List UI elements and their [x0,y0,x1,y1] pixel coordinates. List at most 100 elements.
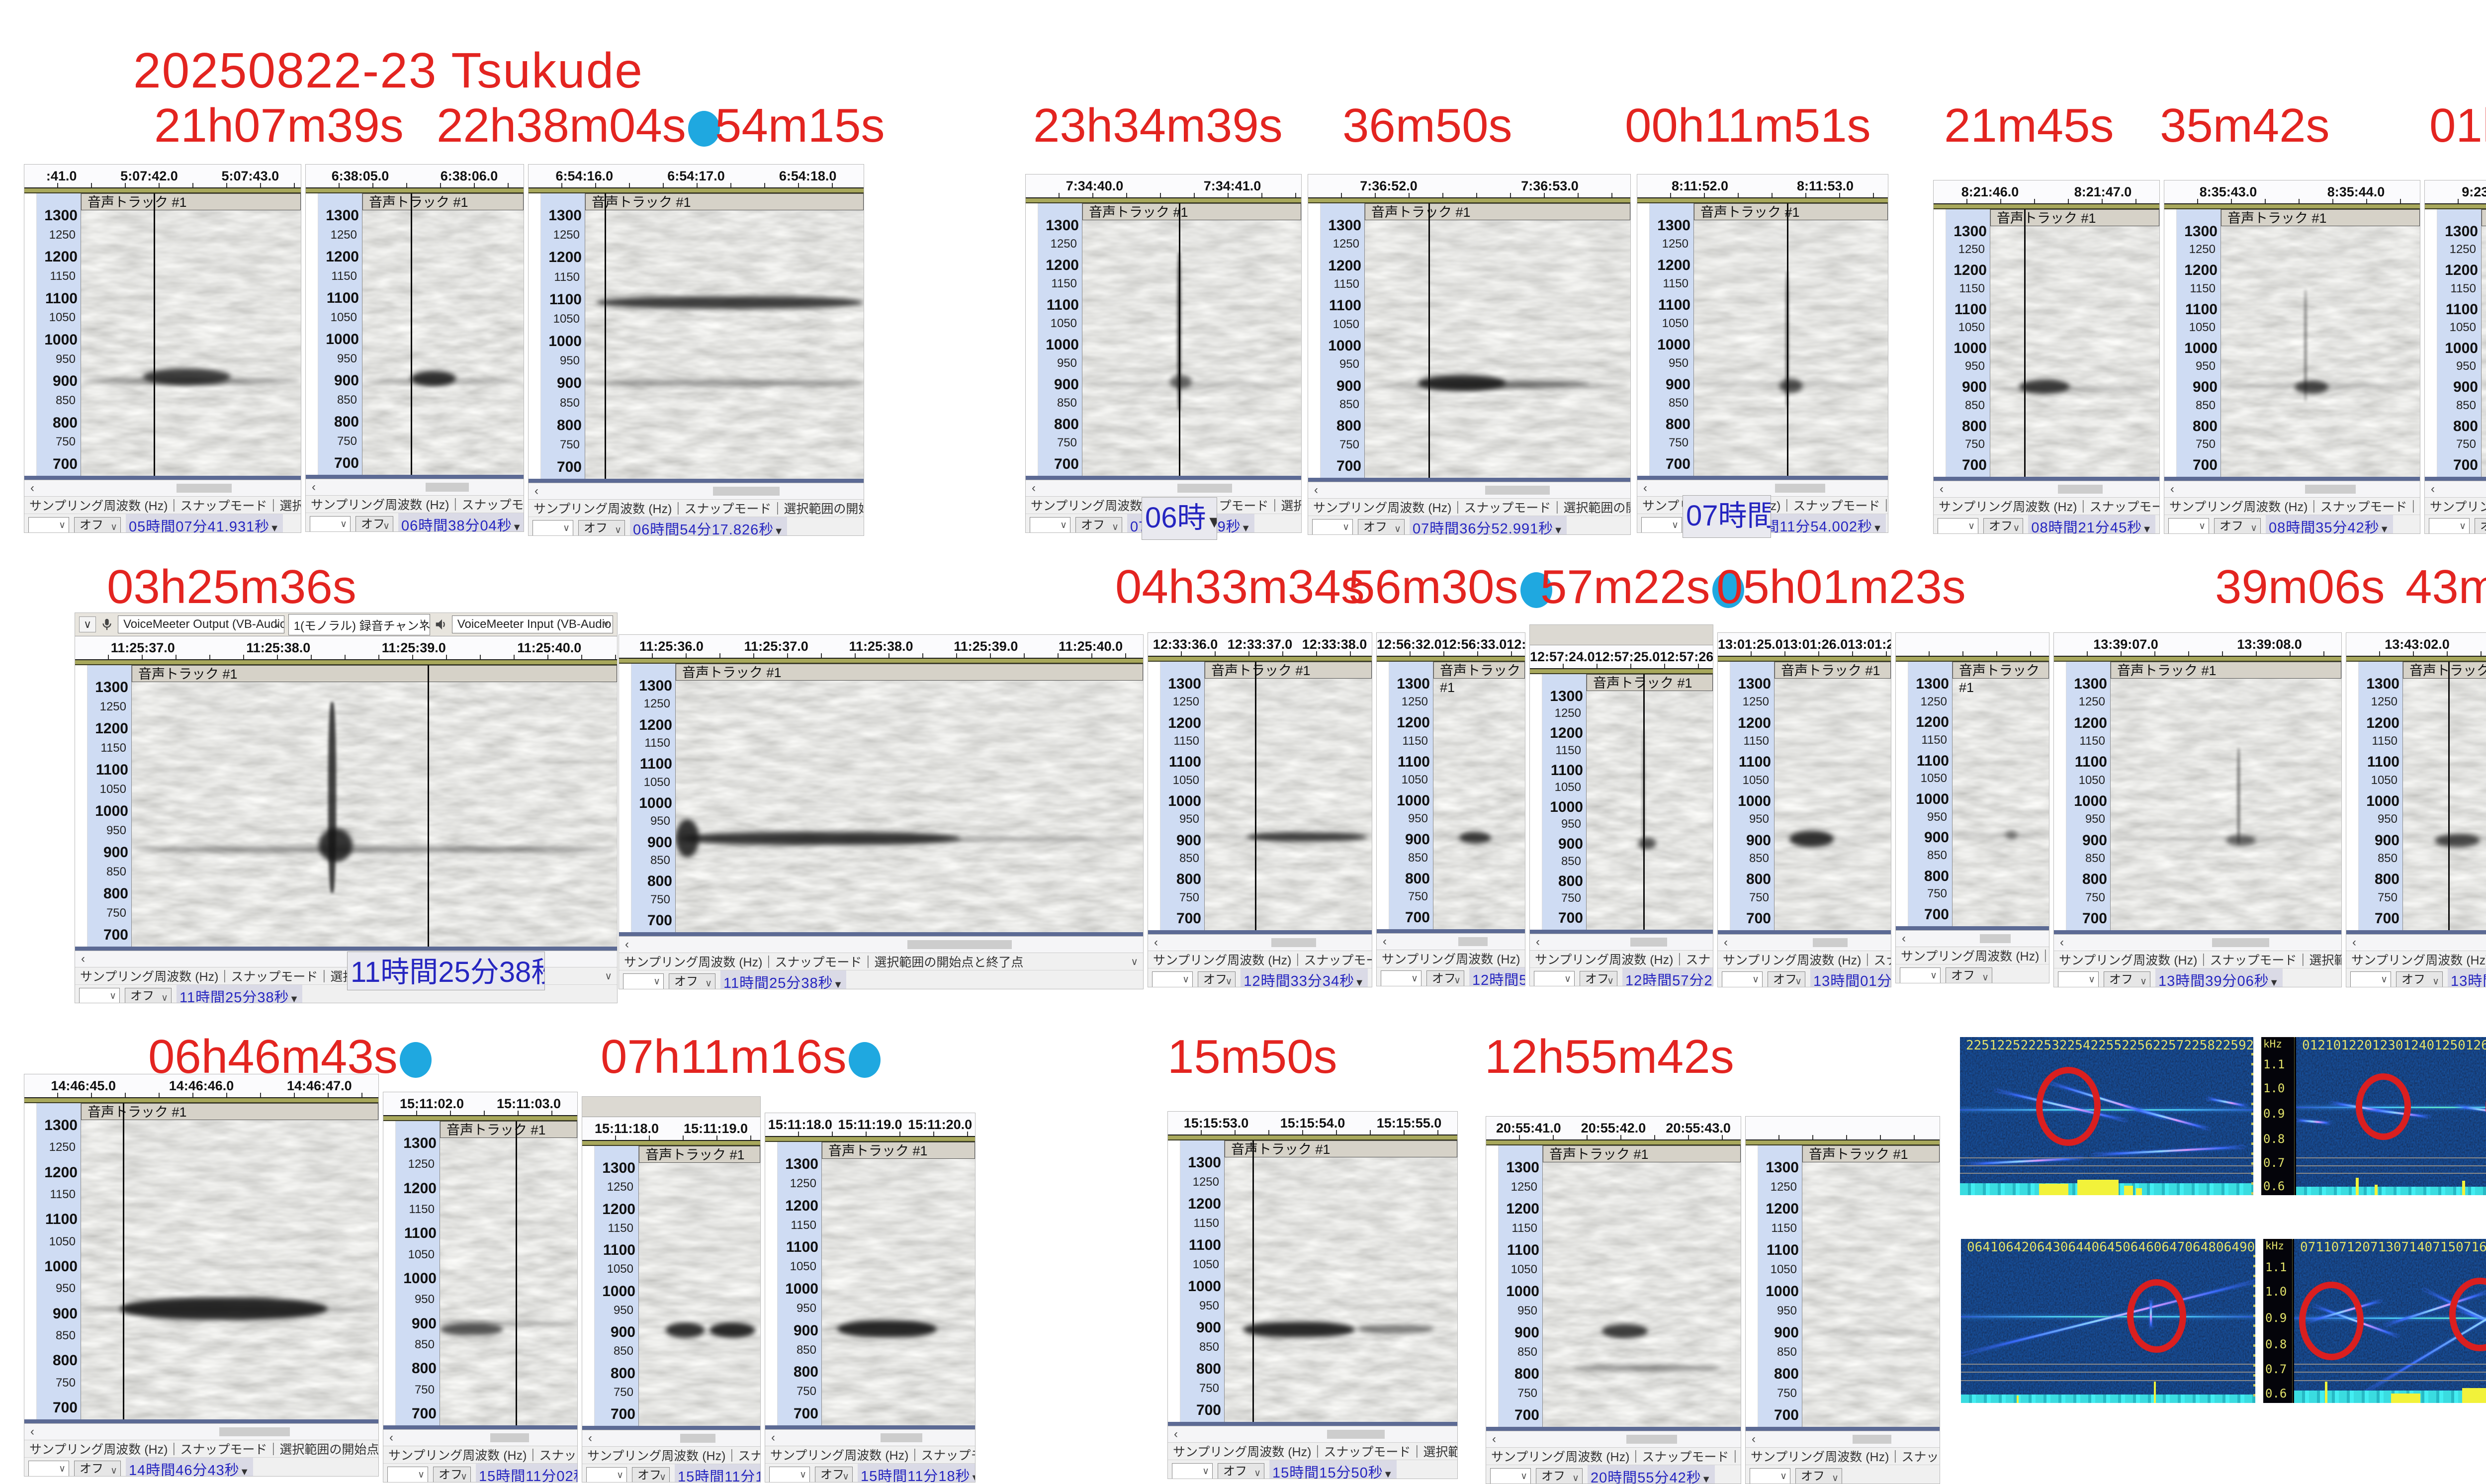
selection-time-field[interactable]: 14時間46分43秒▼ [126,1458,253,1476]
selection-time-field[interactable]: 13時間39分06秒▼ [2155,968,2283,987]
scroll-left-arrow[interactable]: ‹ [30,1425,34,1438]
sampling-rate-combo[interactable]: ∨ [586,1467,627,1482]
selection-time-field[interactable]: 13時間43分01秒▼ [2448,968,2486,987]
snap-mode-combo[interactable]: オフ∨ [1983,518,2024,533]
scroll-left-arrow[interactable]: ‹ [625,938,629,951]
snap-mode-combo[interactable]: オフ∨ [1218,1463,1264,1479]
selection-time-field[interactable]: 13時間01分23秒▼ [1810,968,1891,987]
scroll-left-arrow[interactable]: ‹ [1032,481,1036,495]
sampling-rate-combo[interactable]: ∨ [28,1461,69,1476]
sampling-rate-combo[interactable]: ∨ [2168,518,2209,533]
scrollbar-thumb[interactable] [425,483,469,492]
selection-time-field[interactable]: 12時間56分30秒▼ [1469,967,1525,986]
sampling-rate-combo[interactable]: ∨ [2350,971,2391,987]
scroll-left-arrow[interactable]: ‹ [30,481,34,495]
snap-mode-combo[interactable]: オフ∨ [1358,519,1405,534]
scroll-left-arrow[interactable]: ‹ [1154,936,1158,949]
scroll-left-arrow[interactable]: ‹ [2431,482,2435,496]
scroll-left-arrow[interactable]: ‹ [1940,482,1944,496]
snap-mode-combo[interactable]: オフ∨ [632,1467,670,1482]
scroll-left-arrow[interactable]: ‹ [1724,936,1728,949]
snap-mode-combo[interactable]: オフ∨ [1768,971,1805,987]
scrollbar-thumb[interactable] [1980,934,2011,943]
selection-time-field[interactable]: 15時間11分02秒▼ [476,1464,577,1482]
snap-mode-combo[interactable]: オフ∨ [669,973,715,989]
selection-time-field[interactable]: 11時間25分38秒▼ [720,970,847,989]
scroll-left-arrow[interactable]: ‹ [1383,935,1387,948]
selection-time-field[interactable]: 12時間57分22秒▼ [1622,968,1713,986]
combo-chevron-icon[interactable]: ∨ [79,616,96,632]
sampling-rate-combo[interactable]: ∨ [1750,1468,1790,1484]
selection-time-field[interactable]: 15時間15分50秒▼ [1269,1460,1397,1479]
scrollbar-thumb[interactable] [907,940,1012,949]
snap-mode-combo[interactable]: オフ∨ [74,1461,121,1476]
snap-mode-combo[interactable]: オフ∨ [2214,518,2261,533]
scrollbar-thumb[interactable] [1626,1435,1677,1444]
snap-mode-combo[interactable]: オフ∨ [2475,518,2486,533]
snap-mode-combo[interactable]: オフ∨ [433,1467,471,1482]
scrollbar-thumb[interactable] [712,487,780,496]
sampling-rate-combo[interactable]: ∨ [1381,970,1421,986]
sampling-rate-combo[interactable]: ∨ [310,516,351,531]
selection-time-field[interactable]: 15時間11分16秒▼ [675,1464,760,1482]
snap-mode-combo[interactable]: オフ∨ [355,516,393,531]
scrollbar-thumb[interactable] [1458,937,1488,946]
sampling-rate-combo[interactable]: ∨ [387,1467,428,1482]
sampling-rate-combo[interactable]: ∨ [623,973,664,989]
sampling-rate-combo[interactable]: ∨ [769,1467,810,1482]
sampling-rate-combo[interactable]: ∨ [1938,518,1978,533]
snap-mode-combo[interactable]: オフ∨ [74,517,121,532]
scroll-left-arrow[interactable]: ‹ [1174,1427,1178,1441]
scroll-left-arrow[interactable]: ‹ [312,480,316,494]
sampling-rate-combo[interactable]: ∨ [1722,971,1763,987]
scroll-left-arrow[interactable]: ‹ [389,1431,393,1444]
snap-mode-combo[interactable]: オフ∨ [1198,971,1236,987]
scrollbar-thumb[interactable] [2212,938,2270,947]
scroll-left-arrow[interactable]: ‹ [1902,932,1906,945]
scroll-left-arrow[interactable]: ‹ [1752,1432,1756,1446]
selection-time-field[interactable]: 06時間54分17.826秒▼ [630,517,788,535]
snap-mode-combo[interactable]: オフ∨ [1536,1468,1583,1484]
scroll-left-arrow[interactable]: ‹ [2060,936,2064,949]
scrollbar-thumb[interactable] [1327,1430,1385,1439]
scrollbar-thumb[interactable] [2057,485,2103,494]
snap-mode-combo[interactable]: オフ∨ [125,988,172,1003]
sampling-rate-combo[interactable]: ∨ [2058,971,2099,987]
snap-mode-combo[interactable]: オフ∨ [1795,1468,1842,1484]
scrollbar-thumb[interactable] [1485,486,1550,495]
sampling-rate-combo[interactable]: ∨ [1490,1468,1531,1484]
snap-mode-combo[interactable]: オフ∨ [1426,970,1464,986]
scroll-left-arrow[interactable]: ‹ [2170,482,2174,496]
scroll-left-arrow[interactable]: ‹ [534,484,538,498]
snap-mode-combo[interactable]: オフ∨ [2104,971,2150,987]
sampling-rate-combo[interactable]: ∨ [28,517,69,532]
scrollbar-thumb[interactable] [1775,484,1825,493]
play-device-combo[interactable]: VoiceMeeter Input (VB-Audio Voi∨ [451,615,613,633]
selection-time-field[interactable]: 05時間07分41.931秒▼ [126,514,283,532]
snap-mode-combo[interactable]: オフ∨ [1946,967,1992,983]
sampling-rate-combo[interactable]: ∨ [1030,517,1070,532]
sampling-rate-combo[interactable]: ∨ [1312,519,1353,534]
snap-mode-combo[interactable]: オフ∨ [1580,971,1617,986]
selection-time-field[interactable]: 12時間33分34秒▼ [1241,968,1368,987]
scroll-left-arrow[interactable]: ‹ [1643,481,1647,495]
sampling-rate-combo[interactable]: ∨ [1641,517,1682,532]
scroll-left-arrow[interactable]: ‹ [771,1431,775,1444]
sampling-rate-combo[interactable]: ∨ [79,988,120,1003]
selection-time-field[interactable]: 08時間21分45秒▼ [2028,515,2155,533]
scroll-left-arrow[interactable]: ‹ [1536,935,1540,949]
sampling-rate-combo[interactable]: ∨ [1534,971,1575,986]
scrollbar-thumb[interactable] [1271,938,1316,947]
snap-mode-combo[interactable]: オフ∨ [1075,517,1122,532]
record-channel-combo[interactable]: 1(モノラル) 録音チャンネル ∨ [288,613,430,635]
scroll-left-arrow[interactable]: ‹ [2352,936,2356,949]
selection-time-field[interactable]: 15時間11分18秒▼ [858,1464,975,1482]
sampling-rate-combo[interactable]: ∨ [1172,1463,1213,1479]
scrollbar-thumb[interactable] [2305,485,2356,494]
scroll-left-arrow[interactable]: ‹ [1314,483,1318,497]
snap-mode-combo[interactable]: オフ∨ [578,520,625,535]
sampling-rate-combo[interactable]: ∨ [1900,967,1941,983]
scrollbar-thumb[interactable] [176,484,232,493]
sampling-rate-combo[interactable]: ∨ [533,520,573,535]
scroll-left-arrow[interactable]: ‹ [1492,1432,1496,1446]
